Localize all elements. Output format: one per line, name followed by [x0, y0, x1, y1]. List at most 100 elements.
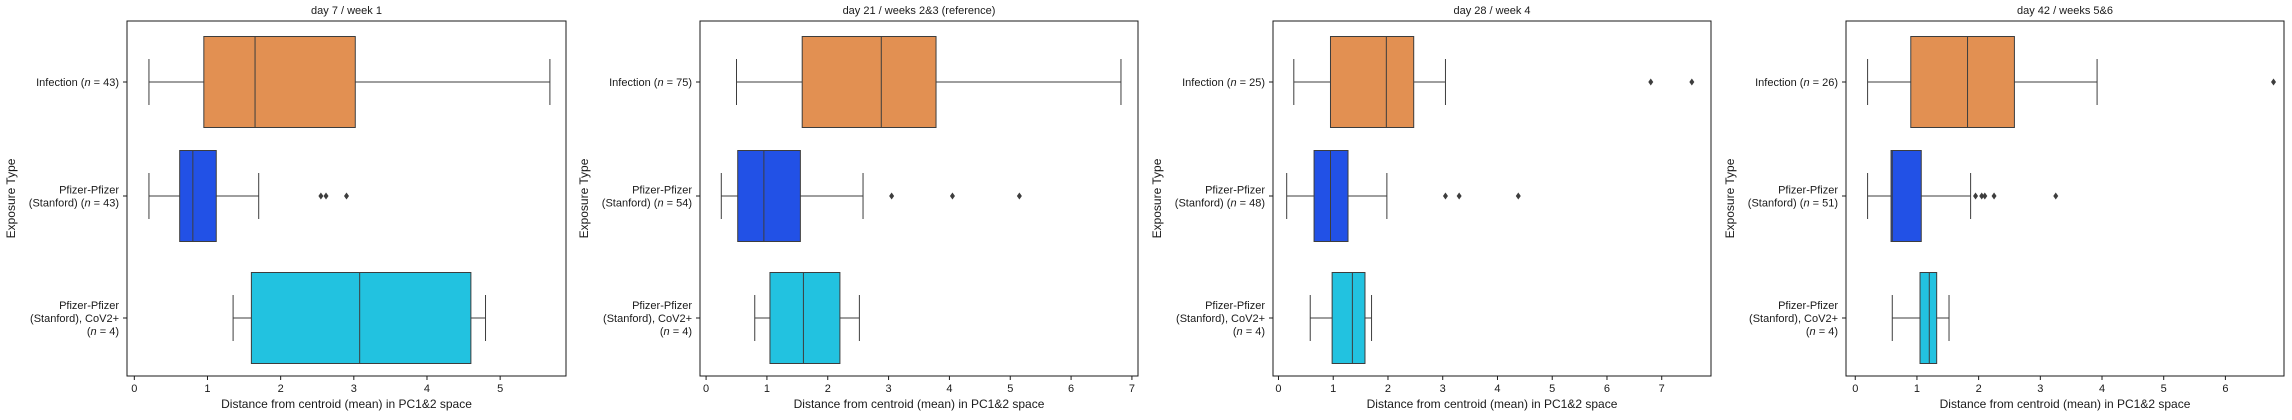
box-1: [736, 36, 1122, 128]
x-tick-label: 6: [1068, 383, 1074, 395]
y-tick-label: Infection (n = 25): [1182, 77, 1265, 89]
y-tick-label: Pfizer-Pfizer: [632, 300, 692, 312]
x-tick-label: 3: [351, 383, 357, 395]
x-tick-label: 4: [946, 383, 952, 395]
box-1: [1867, 36, 2277, 128]
y-tick-label: (n = 4): [660, 326, 692, 338]
x-tick-label: 5: [2161, 383, 2167, 395]
y-tick-label: (Stanford), CoV2+: [1176, 313, 1265, 325]
x-axis-label: Distance from centroid (mean) in PC1&2 s…: [221, 397, 472, 411]
x-axis-label: Distance from centroid (mean) in PC1&2 s…: [794, 397, 1045, 411]
outlier-point: [318, 192, 324, 200]
x-tick-label: 7: [1129, 383, 1135, 395]
outlier-point: [1456, 192, 1462, 200]
y-tick-label: (n = 4): [1806, 326, 1838, 338]
box-3: [754, 272, 860, 364]
outlier-point: [344, 192, 349, 200]
y-tick-label: Infection (n = 26): [1755, 77, 1838, 89]
x-tick-label: 5: [1549, 383, 1555, 395]
y-tick-label: Pfizer-Pfizer: [1778, 300, 1838, 312]
plot-frame: [1272, 20, 1712, 377]
y-tick-label: Pfizer-Pfizer: [1778, 185, 1838, 197]
x-tick-label: 6: [2222, 383, 2228, 395]
x-tick-label: 6: [1604, 383, 1610, 395]
box-iqr: [801, 36, 937, 128]
outlier-point: [1973, 192, 1979, 200]
box-2: [148, 150, 349, 242]
plot-frame: [126, 20, 567, 377]
x-tick-label: 2: [278, 383, 284, 395]
y-axis-label: Exposure Type: [577, 158, 591, 238]
y-tick-label: (n = 4): [87, 326, 119, 338]
outlier-point: [1016, 192, 1022, 200]
x-tick-label: 1: [764, 383, 770, 395]
box-iqr: [1331, 272, 1366, 364]
outlier-point: [1979, 192, 1985, 200]
chart-panel-3: day 28 / week 4 Infection (n = 25) Pfizer-…: [1150, 5, 1712, 411]
plot-frame: [1845, 20, 2285, 377]
x-tick-label: 2: [1385, 383, 1391, 395]
x-tick-label: 1: [204, 383, 210, 395]
y-tick-label: Pfizer-Pfizer: [632, 185, 692, 197]
x-tick-label: 4: [1494, 383, 1500, 395]
outlier-point: [889, 192, 895, 200]
y-tick-label: (Stanford), CoV2+: [603, 313, 692, 325]
box-iqr: [737, 150, 801, 242]
chart-title: day 21 / weeks 2&3 (reference): [843, 5, 996, 17]
chart-panel-1: day 7 / week 1 Infection (n = 43) Pfizer-P…: [4, 5, 567, 411]
x-tick-label: 1: [1914, 383, 1920, 395]
x-tick-label: 0: [131, 383, 137, 395]
x-tick-label: 3: [886, 383, 892, 395]
outlier-point: [2053, 192, 2059, 200]
outlier-point: [1982, 192, 1988, 200]
box-iqr: [203, 36, 356, 128]
outlier-point: [2271, 78, 2277, 86]
box-1: [1293, 36, 1695, 128]
x-tick-label: 4: [424, 383, 430, 395]
box-2: [1286, 150, 1521, 242]
box-iqr: [769, 272, 841, 364]
outlier-point: [949, 192, 955, 200]
box-3: [1309, 272, 1373, 364]
chart-panel-2: day 21 / weeks 2&3 (reference) Infection …: [577, 5, 1139, 411]
box-iqr: [1329, 36, 1415, 128]
chart-title: day 28 / week 4: [1453, 5, 1530, 17]
outlier-point: [323, 192, 329, 200]
outlier-point: [1442, 192, 1448, 200]
y-axis-label: Exposure Type: [4, 158, 18, 238]
box-iqr: [1910, 36, 2015, 128]
y-tick-label: Infection (n = 75): [609, 77, 692, 89]
y-tick-label: (Stanford), CoV2+: [1749, 313, 1838, 325]
y-tick-label: (Stanford) (n = 51): [1748, 198, 1838, 210]
y-tick-label: (Stanford) (n = 48): [1175, 198, 1265, 210]
outlier-point: [1689, 78, 1695, 86]
y-axis-label: Exposure Type: [1150, 158, 1164, 238]
x-tick-label: 2: [1976, 383, 1982, 395]
box-iqr: [250, 272, 472, 364]
x-tick-label: 5: [497, 383, 503, 395]
x-tick-label: 3: [1440, 383, 1446, 395]
y-tick-label: Pfizer-Pfizer: [1205, 300, 1265, 312]
y-tick-label: Infection (n = 43): [36, 77, 119, 89]
outlier-point: [1991, 192, 1997, 200]
outlier-point: [1648, 78, 1654, 86]
y-tick-label: Pfizer-Pfizer: [59, 300, 119, 312]
outlier-point: [1515, 192, 1521, 200]
y-tick-label: (n = 4): [1233, 326, 1265, 338]
x-tick-label: 2: [825, 383, 831, 395]
plot-frame: [699, 20, 1139, 377]
box-iqr: [1890, 150, 1922, 242]
chart-panel-4: day 42 / weeks 5&6 Infection (n = 26) Pfiz…: [1723, 5, 2285, 411]
x-axis-label: Distance from centroid (mean) in PC1&2 s…: [1940, 397, 2191, 411]
x-tick-label: 0: [1852, 383, 1858, 395]
box-2: [1867, 150, 2059, 242]
x-tick-label: 0: [1275, 383, 1281, 395]
chart-title: day 7 / week 1: [311, 5, 382, 17]
y-tick-label: Pfizer-Pfizer: [59, 185, 119, 197]
box-2: [720, 150, 1022, 242]
chart-title: day 42 / weeks 5&6: [2017, 5, 2113, 17]
y-axis-label: Exposure Type: [1723, 158, 1737, 238]
box-iqr: [1313, 150, 1349, 242]
x-tick-label: 0: [703, 383, 709, 395]
